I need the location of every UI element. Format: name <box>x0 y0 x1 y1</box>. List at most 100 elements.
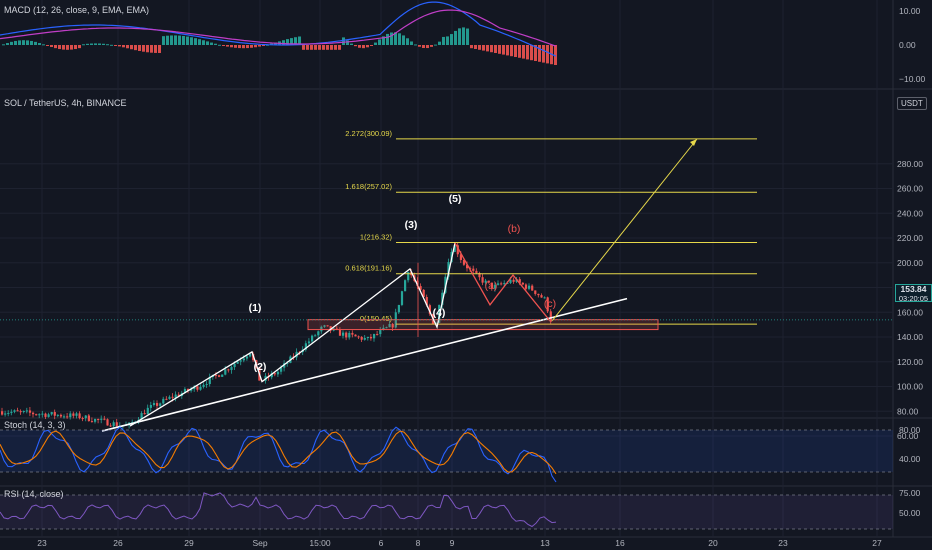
macd-histogram-bar <box>170 35 173 45</box>
x-tick-label: 27 <box>872 538 882 548</box>
candle-body <box>490 282 493 289</box>
macd-histogram-bar <box>222 45 225 46</box>
candle-body <box>357 336 360 338</box>
macd-histogram-bar <box>478 45 481 50</box>
candle-body <box>90 421 94 423</box>
candle-body <box>397 304 400 313</box>
candle-body <box>143 413 146 415</box>
macd-histogram-bar <box>542 45 545 63</box>
candle-body <box>1 411 4 415</box>
candle-body <box>280 367 283 372</box>
currency-badge[interactable]: USDT <box>897 97 927 110</box>
candle-body <box>360 336 363 340</box>
stoch-band <box>0 430 893 472</box>
candle-body <box>428 305 431 314</box>
price-tick-label: 60.00 <box>897 431 919 441</box>
x-tick-label: 23 <box>37 538 47 548</box>
candle-body <box>236 361 239 364</box>
fib-level-label: 2.272(300.09) <box>345 129 392 138</box>
price-tick-label: 140.00 <box>897 332 923 342</box>
candle-body <box>115 422 118 426</box>
candle-body <box>307 341 311 344</box>
macd-histogram-bar <box>318 45 321 50</box>
macd-histogram-bar <box>186 36 189 45</box>
candle-body <box>174 394 177 398</box>
x-tick-label: 9 <box>450 538 455 548</box>
macd-histogram-bar <box>94 43 97 45</box>
macd-histogram-bar <box>510 45 513 57</box>
candle-body <box>190 389 193 391</box>
x-tick-label: 20 <box>708 538 718 548</box>
macd-histogram-bar <box>498 45 501 54</box>
candle-body <box>171 396 174 398</box>
macd-histogram-bar <box>330 45 333 50</box>
candle-body <box>524 284 528 289</box>
price-tick-label: 120.00 <box>897 357 923 367</box>
candle-body <box>32 412 35 415</box>
macd-histogram-bar <box>54 45 57 49</box>
stoch-tick-label: 40.00 <box>899 454 921 464</box>
macd-histogram-bar <box>254 45 257 48</box>
macd-histogram-bar <box>418 45 421 47</box>
candle-body <box>183 388 187 393</box>
macd-histogram-bar <box>358 45 361 48</box>
rsi-label[interactable]: RSI (14, close) <box>4 489 64 499</box>
macd-histogram-bar <box>530 45 533 61</box>
candle-body <box>311 335 314 342</box>
macd-histogram-bar <box>2 44 5 46</box>
x-tick-label: Sep <box>252 538 267 548</box>
support-zone <box>307 319 659 331</box>
candle-body <box>162 398 165 404</box>
macd-histogram-bar <box>146 45 149 53</box>
macd-histogram-bar <box>90 43 93 45</box>
candle-body <box>239 360 242 362</box>
macd-histogram-bar <box>402 35 405 45</box>
candle-body <box>276 371 280 375</box>
candle-body <box>425 297 428 306</box>
macd-histogram-bar <box>526 45 529 60</box>
candle-body <box>521 282 524 285</box>
candle-body <box>388 323 391 328</box>
candle-body <box>152 403 156 406</box>
macd-histogram-bar <box>342 37 345 45</box>
candle-body <box>227 369 230 371</box>
macd-histogram-bar <box>302 45 305 50</box>
macd-histogram-bar <box>142 45 145 52</box>
macd-histogram-bar <box>130 45 133 50</box>
candle-body <box>242 358 245 361</box>
macd-label[interactable]: MACD (12, 26, close, 9, EMA, EMA) <box>4 5 150 15</box>
macd-histogram-bar <box>534 45 537 61</box>
macd-histogram-bar <box>522 45 525 59</box>
price-panel-label[interactable]: SOL / TetherUS, 4h, BINANCE <box>4 98 127 108</box>
macd-histogram-bar <box>218 44 221 46</box>
fib-level-label: 1.618(257.02) <box>345 182 392 191</box>
macd-histogram-bar <box>158 45 161 53</box>
candle-body <box>100 418 103 420</box>
macd-histogram-bar <box>414 44 417 46</box>
candle-body <box>369 336 373 339</box>
macd-histogram-bar <box>174 35 177 45</box>
macd-histogram-bar <box>190 37 193 45</box>
candle-body <box>531 285 534 291</box>
macd-histogram-bar <box>18 40 21 45</box>
candle-body <box>56 414 59 416</box>
stoch-label[interactable]: Stoch (14, 3, 3) <box>4 420 66 430</box>
macd-histogram-bar <box>370 45 373 46</box>
macd-histogram-bar <box>350 43 353 45</box>
price-tick-label: 280.00 <box>897 159 923 169</box>
macd-histogram-bar <box>518 45 521 58</box>
candle-body <box>214 374 218 376</box>
fib-level-label: 1(216.32) <box>360 233 393 242</box>
macd-histogram-bar <box>50 45 53 48</box>
macd-histogram-bar <box>46 45 49 46</box>
candle-body <box>13 410 16 412</box>
candle-body <box>304 343 307 350</box>
rsi-band <box>0 495 893 529</box>
candle-body <box>512 279 515 282</box>
macd-histogram-bar <box>398 33 401 45</box>
macd-histogram-bar <box>282 40 285 45</box>
macd-histogram-bar <box>234 45 237 48</box>
price-tick-label: 220.00 <box>897 233 923 243</box>
candle-body <box>87 415 90 422</box>
